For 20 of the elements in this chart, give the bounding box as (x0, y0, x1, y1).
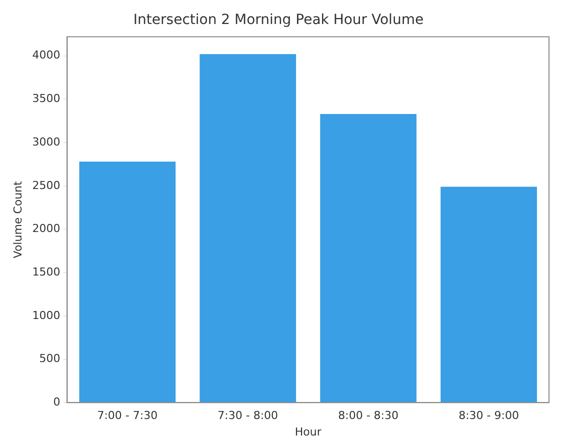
x-tick-label: 7:30 - 8:00 (218, 409, 278, 422)
x-tick-label: 8:00 - 8:30 (338, 409, 399, 422)
bar (320, 114, 417, 402)
y-axis-title: Volume Count (11, 180, 24, 258)
y-tick-label: 3000 (32, 135, 60, 148)
x-tick-label: 8:30 - 9:00 (458, 409, 519, 422)
y-tick-label: 0 (53, 395, 60, 408)
bar (440, 186, 537, 402)
y-tick-label: 1000 (32, 308, 60, 322)
y-tick-label: 2000 (32, 222, 60, 236)
y-tick-label: 4000 (32, 48, 60, 62)
x-axis-title: Hour (294, 425, 322, 438)
y-tick-label: 500 (39, 352, 60, 366)
bar (79, 162, 176, 402)
y-tick-label: 1500 (32, 265, 60, 278)
y-tick-label: 2500 (32, 178, 60, 192)
chart-title: Intersection 2 Morning Peak Hour Volume (133, 12, 424, 28)
x-tick-label: 7:00 - 7:30 (97, 409, 158, 422)
y-tick-label: 3500 (32, 92, 60, 106)
bar (200, 54, 296, 402)
